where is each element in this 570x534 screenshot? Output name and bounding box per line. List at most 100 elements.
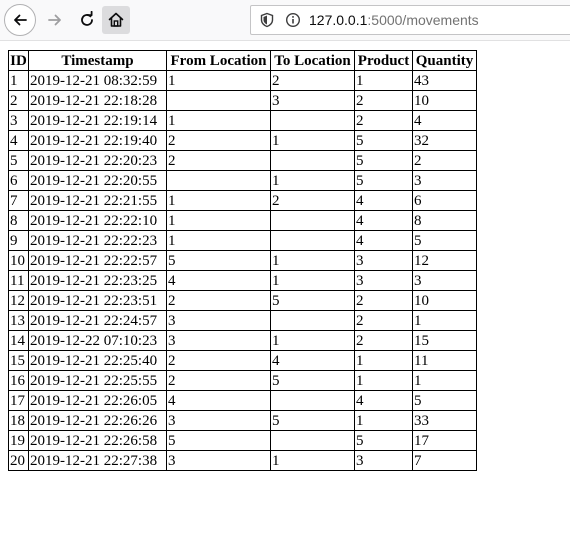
cell-quantity: 32 [413,131,477,151]
cell-id: 13 [9,311,29,331]
forward-button[interactable] [39,4,71,36]
cell-product: 4 [355,211,413,231]
table-row: 2 2019-12-21 22:18:28 3 2 10 [9,91,477,111]
home-icon [107,11,125,29]
cell-quantity: 1 [413,371,477,391]
cell-quantity: 3 [413,271,477,291]
cell-timestamp: 2019-12-21 22:20:23 [29,151,167,171]
cell-from-location: 2 [167,371,271,391]
cell-id: 7 [9,191,29,211]
cell-quantity: 4 [413,111,477,131]
reload-button[interactable] [71,4,103,36]
cell-product: 3 [355,271,413,291]
cell-to-location [271,231,355,251]
table-row: 4 2019-12-21 22:19:40 2 1 5 32 [9,131,477,151]
header-product: Product [355,51,413,71]
cell-timestamp: 2019-12-22 07:10:23 [29,331,167,351]
table-row: 10 2019-12-21 22:22:57 5 1 3 12 [9,251,477,271]
table-row: 16 2019-12-21 22:25:55 2 5 1 1 [9,371,477,391]
cell-product: 2 [355,91,413,111]
url-text[interactable]: 127.0.0.1:5000/movements [309,12,479,28]
cell-timestamp: 2019-12-21 22:23:25 [29,271,167,291]
table-row: 8 2019-12-21 22:22:10 1 4 8 [9,211,477,231]
cell-id: 19 [9,431,29,451]
url-host: 127.0.0.1 [309,12,367,28]
table-row: 17 2019-12-21 22:26:05 4 4 5 [9,391,477,411]
cell-id: 18 [9,411,29,431]
cell-quantity: 15 [413,331,477,351]
cell-to-location [271,391,355,411]
table-body: 1 2019-12-21 08:32:59 1 2 1 43 2 2019-12-21 22:… [9,71,477,471]
cell-to-location: 1 [271,171,355,191]
forward-arrow-icon [46,11,64,29]
cell-timestamp: 2019-12-21 22:26:05 [29,391,167,411]
cell-id: 1 [9,71,29,91]
table-row: 3 2019-12-21 22:19:14 1 2 4 [9,111,477,131]
cell-product: 2 [355,331,413,351]
cell-quantity: 8 [413,211,477,231]
cell-id: 16 [9,371,29,391]
cell-product: 2 [355,291,413,311]
cell-timestamp: 2019-12-21 22:21:55 [29,191,167,211]
cell-timestamp: 2019-12-21 22:19:40 [29,131,167,151]
cell-from-location: 1 [167,71,271,91]
cell-timestamp: 2019-12-21 22:22:23 [29,231,167,251]
shield-icon[interactable] [259,12,275,28]
table-row: 18 2019-12-21 22:26:26 3 5 1 33 [9,411,477,431]
cell-to-location: 3 [271,91,355,111]
cell-id: 5 [9,151,29,171]
cell-to-location: 1 [271,451,355,471]
cell-id: 2 [9,91,29,111]
info-icon[interactable] [285,12,301,28]
cell-timestamp: 2019-12-21 22:22:10 [29,211,167,231]
reload-icon [78,11,96,29]
cell-product: 2 [355,311,413,331]
cell-from-location: 1 [167,231,271,251]
cell-id: 3 [9,111,29,131]
address-bar[interactable]: 127.0.0.1:5000/movements [250,5,570,35]
cell-id: 6 [9,171,29,191]
table-row: 20 2019-12-21 22:27:38 3 1 3 7 [9,451,477,471]
cell-id: 12 [9,291,29,311]
cell-id: 4 [9,131,29,151]
cell-quantity: 2 [413,151,477,171]
cell-from-location: 1 [167,191,271,211]
cell-product: 4 [355,231,413,251]
cell-to-location: 1 [271,331,355,351]
cell-to-location [271,151,355,171]
cell-from-location: 1 [167,111,271,131]
cell-to-location [271,111,355,131]
cell-timestamp: 2019-12-21 22:24:57 [29,311,167,331]
back-arrow-icon [11,11,29,29]
cell-quantity: 1 [413,311,477,331]
back-button[interactable] [4,4,36,36]
cell-from-location [167,91,271,111]
cell-quantity: 6 [413,191,477,211]
table-row: 19 2019-12-21 22:26:58 5 5 17 [9,431,477,451]
cell-quantity: 11 [413,351,477,371]
table-row: 15 2019-12-21 22:25:40 2 4 1 11 [9,351,477,371]
cell-quantity: 17 [413,431,477,451]
cell-quantity: 5 [413,391,477,411]
cell-to-location: 1 [271,251,355,271]
cell-product: 3 [355,251,413,271]
header-timestamp: Timestamp [29,51,167,71]
table-row: 9 2019-12-21 22:22:23 1 4 5 [9,231,477,251]
cell-from-location: 2 [167,131,271,151]
header-id: ID [9,51,29,71]
cell-timestamp: 2019-12-21 22:22:57 [29,251,167,271]
home-button[interactable] [102,6,130,34]
table-header-row: ID Timestamp From Location To Location P… [9,51,477,71]
cell-product: 2 [355,111,413,131]
cell-product: 3 [355,451,413,471]
cell-to-location: 2 [271,71,355,91]
url-path: :5000/movements [367,12,478,28]
cell-timestamp: 2019-12-21 22:25:40 [29,351,167,371]
table-row: 11 2019-12-21 22:23:25 4 1 3 3 [9,271,477,291]
cell-from-location: 4 [167,391,271,411]
cell-id: 14 [9,331,29,351]
cell-timestamp: 2019-12-21 22:23:51 [29,291,167,311]
cell-from-location: 3 [167,331,271,351]
cell-from-location: 3 [167,311,271,331]
cell-product: 5 [355,171,413,191]
